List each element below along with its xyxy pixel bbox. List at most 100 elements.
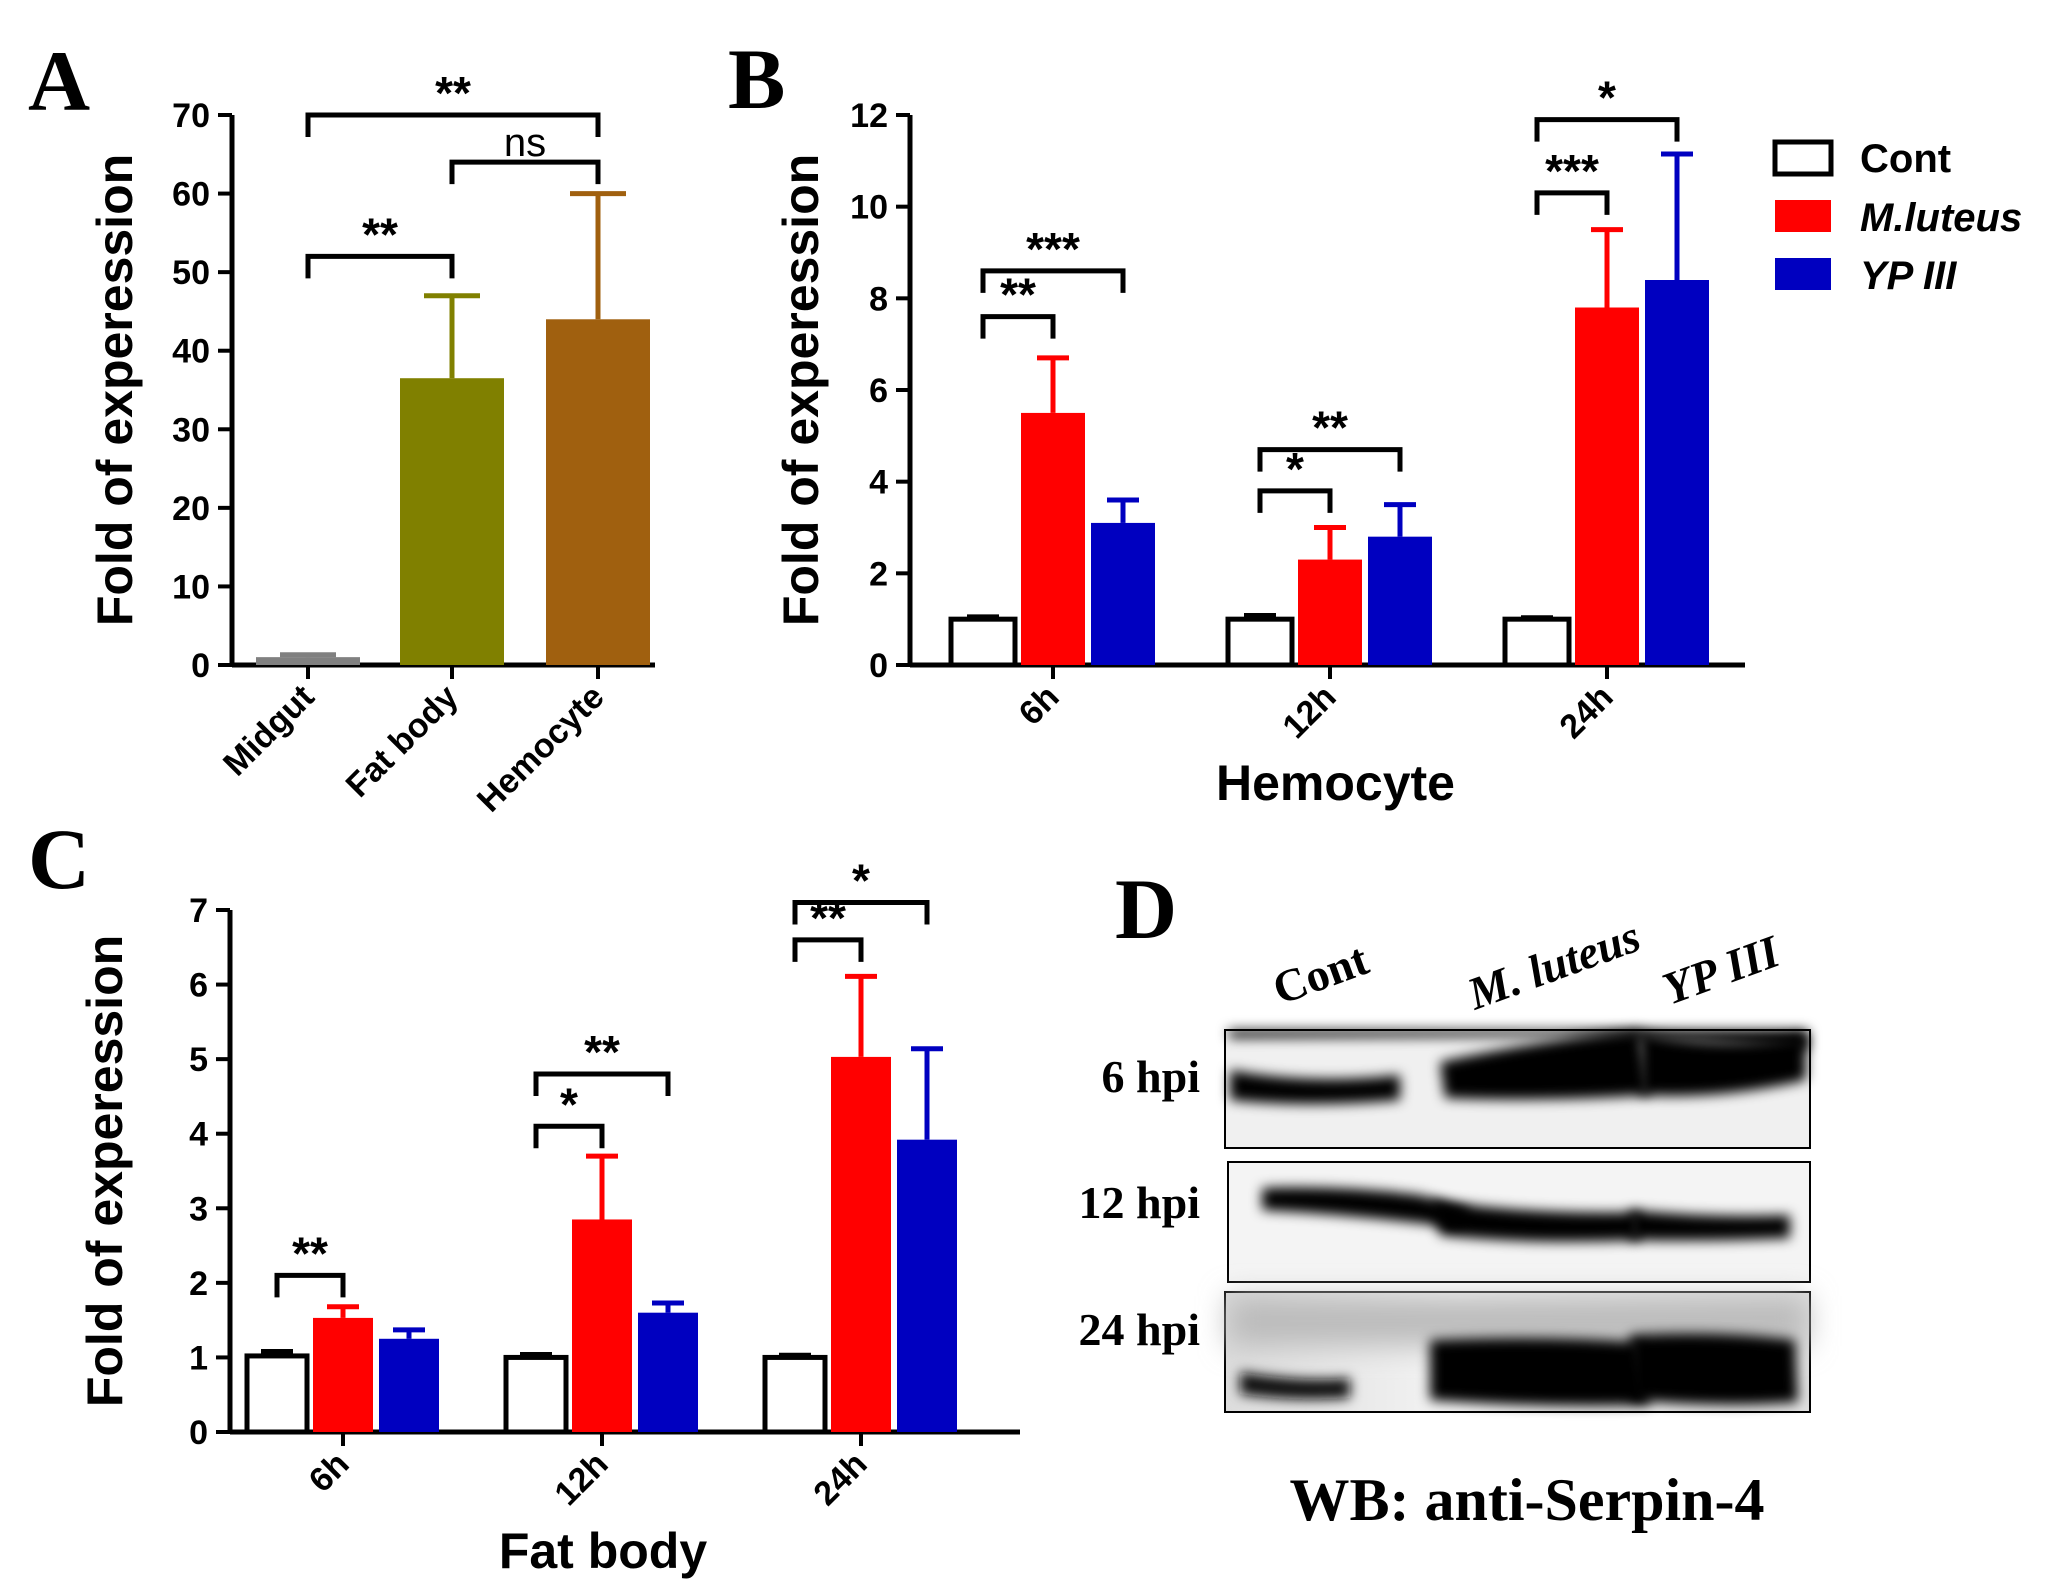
wb-lane-label-mluteus: M. luteus: [1460, 910, 1647, 1019]
significance-label: **: [810, 892, 846, 944]
bar: [948, 616, 1018, 668]
bar: [572, 1219, 632, 1432]
significance-label: ***: [1545, 145, 1599, 197]
bar: [1645, 280, 1709, 665]
significance-label: **: [584, 1026, 620, 1078]
y-tick-label: 20: [172, 490, 210, 528]
legend-swatch-cont: [1772, 139, 1834, 177]
x-tick-label: Hemocyte: [470, 678, 612, 820]
significance-bracket: [980, 314, 1056, 339]
wb-row-label-24hpi: 24 hpi: [1079, 1304, 1201, 1355]
bar: [1225, 616, 1295, 668]
bar: [313, 1317, 373, 1432]
bar: [638, 1312, 698, 1432]
bar: [244, 1353, 310, 1435]
bar: [831, 1056, 891, 1432]
x-tick-label: 12h: [1275, 678, 1343, 746]
x-axis-title: Fat body: [499, 1523, 708, 1579]
y-tick-label: 10: [850, 189, 888, 227]
legend-label-ypiii: YP III: [1860, 254, 1957, 298]
significance-label: **: [1000, 269, 1036, 321]
bar: [1575, 307, 1639, 665]
panel-letter-d: D: [1115, 861, 1177, 957]
y-tick-label: 50: [172, 254, 210, 292]
y-tick-label: 2: [869, 555, 888, 593]
significance-label: ns: [504, 121, 546, 165]
y-tick-label: 4: [189, 1116, 208, 1154]
significance-label: **: [1312, 402, 1348, 454]
significance-label: *: [852, 855, 870, 907]
significance-bracket: [792, 900, 930, 925]
legend-swatch-ypiii: [1775, 258, 1831, 290]
wb-lane-label-cont: Cont: [1266, 933, 1375, 1014]
y-tick-label: 2: [189, 1265, 208, 1303]
x-tick-label: 6h: [1012, 678, 1067, 733]
x-tick-label: 24h: [806, 1445, 874, 1513]
bar: [1298, 559, 1362, 665]
y-tick-label: 60: [172, 176, 210, 214]
bar: [546, 319, 650, 665]
significance-bracket: [305, 112, 601, 137]
significance-label: *: [1598, 72, 1616, 124]
y-tick-label: 5: [189, 1041, 208, 1079]
bar: [1368, 536, 1432, 665]
significance-bracket: [533, 1071, 671, 1097]
significance-bracket: [980, 268, 1126, 293]
significance-label: *: [1286, 443, 1304, 495]
significance-bracket: [449, 159, 601, 185]
wb-row-label-6hpi: 6 hpi: [1102, 1051, 1201, 1102]
significance-bracket: [1257, 488, 1333, 513]
bar: [1021, 412, 1085, 665]
y-axis-title: Fold of experession: [77, 935, 133, 1407]
y-axis-title: Fold of experession: [87, 154, 143, 626]
y-tick-label: 6: [189, 967, 208, 1005]
significance-label: ***: [1026, 223, 1080, 275]
western-blot: Cont M. luteus YP III 6 hpi 12 hpi 24 hp…: [1079, 910, 1811, 1533]
legend-label-mluteus: M.luteus: [1860, 196, 2022, 240]
legend-swatch-mluteus: [1775, 200, 1831, 232]
significance-label: **: [435, 67, 471, 119]
bar: [1502, 616, 1572, 668]
x-tick-label: 24h: [1552, 678, 1620, 746]
significance-bracket: [792, 937, 864, 962]
wb-caption: WB: anti-Serpin-4: [1289, 1467, 1764, 1533]
blot-6hpi: [1224, 1029, 1811, 1149]
wb-lane-label-ypiii: YP III: [1656, 925, 1788, 1015]
y-tick-label: 40: [172, 333, 210, 371]
x-tick-label: Midgut: [216, 678, 322, 784]
y-tick-label: 0: [189, 1414, 208, 1452]
y-tick-label: 3: [189, 1190, 208, 1228]
y-tick-label: 10: [172, 568, 210, 606]
significance-bracket: [1257, 447, 1403, 472]
y-tick-label: 0: [191, 647, 210, 685]
y-tick-label: 1: [189, 1339, 208, 1377]
y-tick-label: 12: [850, 97, 888, 135]
panel-letter-b: B: [728, 31, 785, 127]
y-tick-label: 8: [869, 280, 888, 318]
significance-label: **: [362, 208, 398, 260]
y-tick-label: 7: [189, 892, 208, 930]
legend: Cont M.luteus YP III: [1772, 137, 2022, 298]
bar: [400, 378, 504, 665]
y-tick-label: 70: [172, 97, 210, 135]
y-axis-title: Fold of experession: [773, 154, 829, 626]
wb-row-label-12hpi: 12 hpi: [1079, 1177, 1201, 1228]
bar: [897, 1139, 957, 1432]
blot-24hpi: [1224, 1291, 1811, 1413]
y-tick-label: 4: [869, 464, 888, 502]
significance-label: *: [560, 1078, 578, 1130]
x-tick-label: 6h: [302, 1445, 357, 1500]
significance-bracket: [1534, 190, 1610, 215]
x-tick-label: 12h: [547, 1445, 615, 1513]
significance-bracket: [533, 1123, 605, 1149]
bar: [762, 1354, 828, 1435]
x-tick-label: Fat body: [339, 678, 466, 805]
significance-bracket: [305, 253, 455, 279]
chart-c: 0 1 2 3 4 5 6 7 Fold of experession 6h 12h 24h Fat b…: [77, 855, 1020, 1579]
blot-12hpi: [1227, 1161, 1811, 1283]
y-tick-label: 6: [869, 372, 888, 410]
chart-a: 0 10 20 30 40 50 60 70 Fold of experession Midgut…: [87, 67, 655, 820]
bar: [1091, 522, 1155, 665]
bar: [503, 1354, 569, 1435]
